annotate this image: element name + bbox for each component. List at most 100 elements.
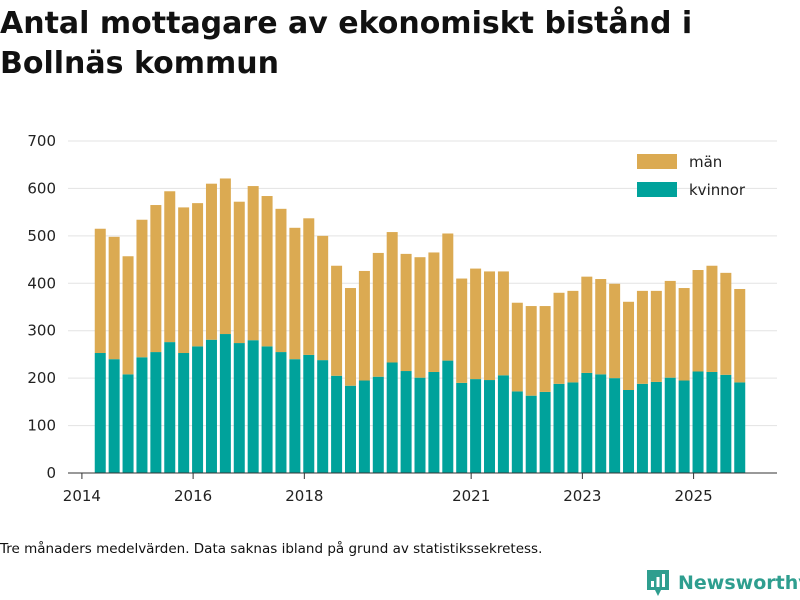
bar-man-42 xyxy=(678,288,690,381)
bar-kvinnor-17 xyxy=(331,375,343,473)
bar-kvinnor-18 xyxy=(344,385,356,473)
x-tick-label-2025: 2025 xyxy=(674,487,712,505)
bar-man-6 xyxy=(178,207,190,354)
bar-man-25 xyxy=(442,233,454,361)
bar-man-7 xyxy=(192,203,204,347)
y-tick-label-100: 100 xyxy=(27,417,56,435)
bar-man-37 xyxy=(609,283,621,379)
bar-kvinnor-40 xyxy=(650,381,662,473)
bar-kvinnor-12 xyxy=(261,346,273,473)
bar-kvinnor-33 xyxy=(553,383,565,473)
bar-man-45 xyxy=(720,272,732,375)
bar-kvinnor-3 xyxy=(136,357,148,473)
legend-label-kvinnor: kvinnor xyxy=(689,181,746,199)
bar-man-5 xyxy=(164,191,176,343)
bar-kvinnor-41 xyxy=(664,377,676,473)
legend: män kvinnor xyxy=(637,153,746,199)
bar-kvinnor-38 xyxy=(623,390,635,473)
bar-kvinnor-46 xyxy=(734,382,746,473)
bar-kvinnor-25 xyxy=(442,360,454,473)
y-tick-label-500: 500 xyxy=(27,227,56,245)
bar-kvinnor-28 xyxy=(484,380,496,473)
bar-man-19 xyxy=(358,270,370,381)
y-tick-label-200: 200 xyxy=(27,369,56,387)
bar-kvinnor-15 xyxy=(303,354,315,473)
bar-kvinnor-9 xyxy=(219,334,231,473)
bar-kvinnor-32 xyxy=(539,391,551,473)
bar-kvinnor-21 xyxy=(386,362,398,473)
bar-man-2 xyxy=(122,256,134,375)
bar-man-39 xyxy=(636,290,648,384)
bar-man-24 xyxy=(428,252,440,372)
y-tick-label-700: 700 xyxy=(27,132,56,150)
x-tick-label-2014: 2014 xyxy=(63,487,101,505)
bar-kvinnor-4 xyxy=(150,352,162,473)
bar-kvinnor-13 xyxy=(275,352,287,473)
bar-man-26 xyxy=(456,278,468,383)
bars xyxy=(94,178,746,473)
bar-kvinnor-27 xyxy=(470,379,482,473)
bar-kvinnor-45 xyxy=(720,374,732,473)
bar-man-4 xyxy=(150,205,162,353)
bar-man-31 xyxy=(525,306,537,396)
bar-kvinnor-30 xyxy=(511,391,523,473)
bar-kvinnor-10 xyxy=(233,343,245,473)
bar-man-40 xyxy=(650,290,662,382)
legend-label-man: män xyxy=(689,153,722,171)
bar-man-35 xyxy=(581,276,593,373)
bar-man-21 xyxy=(386,232,398,363)
bar-kvinnor-39 xyxy=(636,383,648,473)
bar-man-8 xyxy=(205,183,217,340)
bar-man-33 xyxy=(553,292,565,384)
y-tick-label-600: 600 xyxy=(27,179,56,197)
bar-kvinnor-37 xyxy=(609,378,621,473)
bar-man-27 xyxy=(470,268,482,380)
bar-man-13 xyxy=(275,208,287,353)
bar-kvinnor-22 xyxy=(400,371,412,473)
bar-man-12 xyxy=(261,196,273,347)
bar-kvinnor-11 xyxy=(247,340,259,473)
legend-swatch-kvinnor xyxy=(637,182,677,197)
bar-kvinnor-35 xyxy=(581,372,593,473)
bar-kvinnor-43 xyxy=(692,371,704,473)
bar-kvinnor-42 xyxy=(678,380,690,473)
bar-man-46 xyxy=(734,288,746,383)
bar-kvinnor-6 xyxy=(178,353,190,473)
bar-man-44 xyxy=(706,265,718,372)
bar-man-32 xyxy=(539,306,551,392)
bar-man-36 xyxy=(595,279,607,375)
bar-man-18 xyxy=(344,288,356,386)
legend-swatch-man xyxy=(637,154,677,169)
bar-kvinnor-23 xyxy=(414,377,426,473)
bar-man-11 xyxy=(247,186,259,341)
bar-man-38 xyxy=(623,301,635,390)
bar-kvinnor-5 xyxy=(164,342,176,473)
bar-man-16 xyxy=(317,235,329,361)
brand-logo[interactable]: Newsworthy xyxy=(645,568,800,598)
bar-kvinnor-14 xyxy=(289,359,301,473)
bar-kvinnor-44 xyxy=(706,371,718,473)
bar-man-17 xyxy=(331,265,343,376)
bar-kvinnor-7 xyxy=(192,346,204,473)
x-tick-label-2016: 2016 xyxy=(174,487,212,505)
bar-man-28 xyxy=(484,271,496,381)
x-tick-label-2018: 2018 xyxy=(285,487,323,505)
bar-man-10 xyxy=(233,201,245,344)
bar-kvinnor-26 xyxy=(456,382,468,473)
bar-kvinnor-34 xyxy=(567,382,579,473)
bar-kvinnor-16 xyxy=(317,360,329,473)
bar-man-43 xyxy=(692,270,704,372)
bar-kvinnor-36 xyxy=(595,374,607,473)
x-tick-label-2023: 2023 xyxy=(563,487,601,505)
bar-kvinnor-2 xyxy=(122,374,134,473)
bar-man-30 xyxy=(511,302,523,392)
bar-man-22 xyxy=(400,253,412,372)
x-tick-label-2021: 2021 xyxy=(452,487,490,505)
bar-kvinnor-24 xyxy=(428,371,440,473)
bar-kvinnor-20 xyxy=(372,376,384,473)
y-axis: 0 100 200 300 400 500 600 700 xyxy=(27,132,56,482)
page-title: Antal mottagare av ekonomiskt bistånd i … xyxy=(0,6,693,81)
footnote: Tre månaders medelvärden. Data saknas ib… xyxy=(0,541,543,557)
bar-man-9 xyxy=(219,178,231,335)
bar-man-14 xyxy=(289,227,301,360)
